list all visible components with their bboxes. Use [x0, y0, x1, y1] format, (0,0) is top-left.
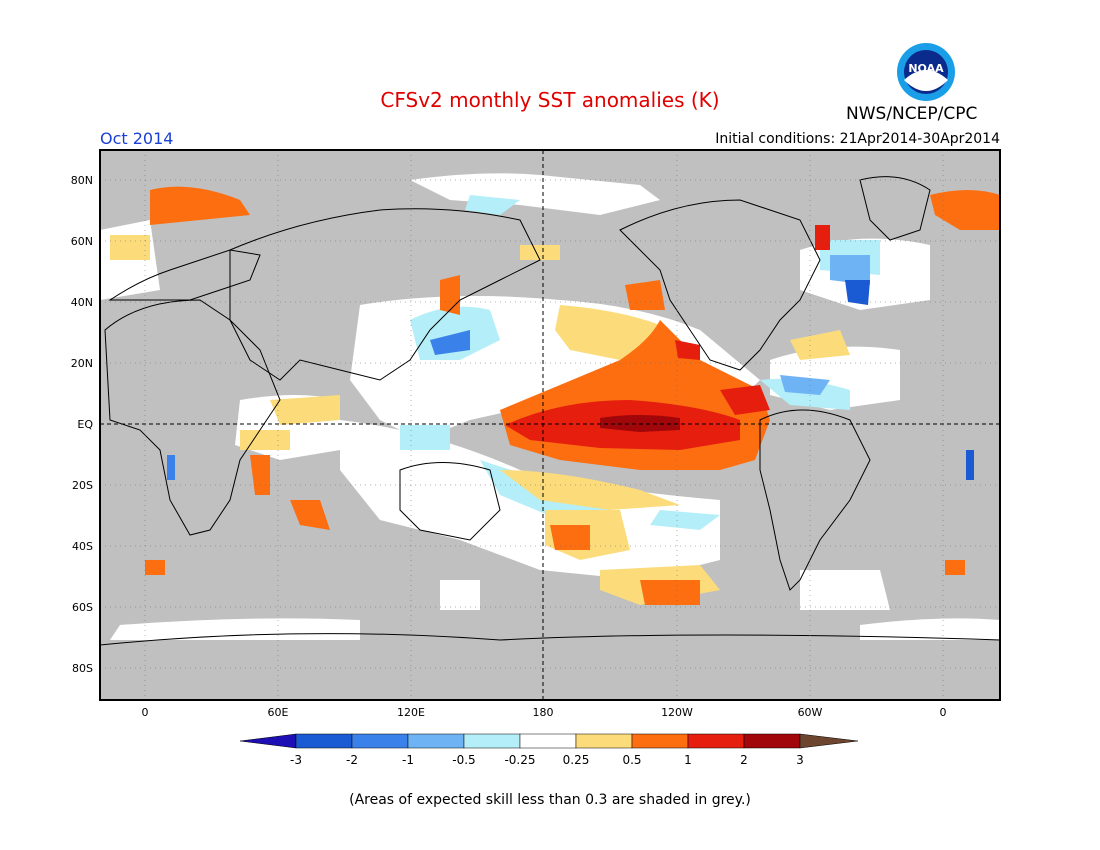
colorbar-swatch	[631, 733, 689, 749]
map-frame	[99, 149, 1001, 701]
lat-label: EQ	[77, 418, 93, 431]
noaa-logo-icon: NOAA	[897, 43, 955, 101]
colorbar-label: -0.25	[504, 753, 535, 767]
lon-label: 120E	[397, 706, 425, 719]
colorbar-swatch	[743, 733, 801, 749]
lon-label: 60E	[268, 706, 289, 719]
colorbar-label: 3	[796, 753, 804, 767]
colorbar-label: -0.5	[452, 753, 475, 767]
initial-conditions: Initial conditions: 21Apr2014-30Apr2014	[715, 131, 1000, 147]
lat-label: 20S	[72, 479, 93, 492]
svg-text:NOAA: NOAA	[908, 62, 944, 75]
coastlines	[100, 176, 1000, 646]
colorbar-arrow-left	[239, 733, 297, 749]
lat-label: 80N	[71, 174, 93, 187]
colorbar: -3 -2 -1 -0.5 -0.25 0.25 0.5 1 2 3	[239, 733, 859, 767]
colorbar-arrow-right	[799, 733, 859, 749]
lon-label: 60W	[798, 706, 823, 719]
lon-label: 120W	[661, 706, 693, 719]
graticule	[100, 150, 1000, 700]
map-title: CFSv2 monthly SST anomalies (K)	[380, 88, 720, 112]
lat-label: 40S	[72, 540, 93, 553]
longitude-labels: 0 60E 120E 180 120W 60W 0	[142, 706, 947, 719]
colorbar-label: -1	[402, 753, 414, 767]
colorbar-label: 0.25	[563, 753, 590, 767]
colorbar-label: -2	[346, 753, 358, 767]
colorbar-swatch	[295, 733, 353, 749]
colorbar-swatch	[351, 733, 409, 749]
lon-label: 0	[142, 706, 149, 719]
lat-label: 40N	[71, 296, 93, 309]
lon-label: 0	[940, 706, 947, 719]
skill-footnote: (Areas of expected skill less than 0.3 a…	[349, 792, 751, 808]
lat-label: 60N	[71, 235, 93, 248]
colorbar-swatch	[687, 733, 745, 749]
organization-label: NWS/NCEP/CPC	[846, 104, 978, 124]
latitude-labels: 80N 60N 40N 20N EQ 20S 40S 60S 80S	[71, 174, 94, 675]
colorbar-swatch	[463, 733, 521, 749]
colorbar-swatch	[575, 733, 633, 749]
colorbar-label: 1	[684, 753, 692, 767]
forecast-period: Oct 2014	[100, 129, 174, 148]
colorbar-swatch	[407, 733, 465, 749]
colorbar-label: 2	[740, 753, 748, 767]
colorbar-label: -3	[290, 753, 302, 767]
anomaly-field	[100, 173, 1000, 640]
lat-label: 60S	[72, 601, 93, 614]
lon-label: 180	[533, 706, 554, 719]
lat-label: 20N	[71, 357, 93, 370]
colorbar-swatch	[519, 733, 577, 749]
lat-label: 80S	[72, 662, 93, 675]
colorbar-label: 0.5	[622, 753, 641, 767]
